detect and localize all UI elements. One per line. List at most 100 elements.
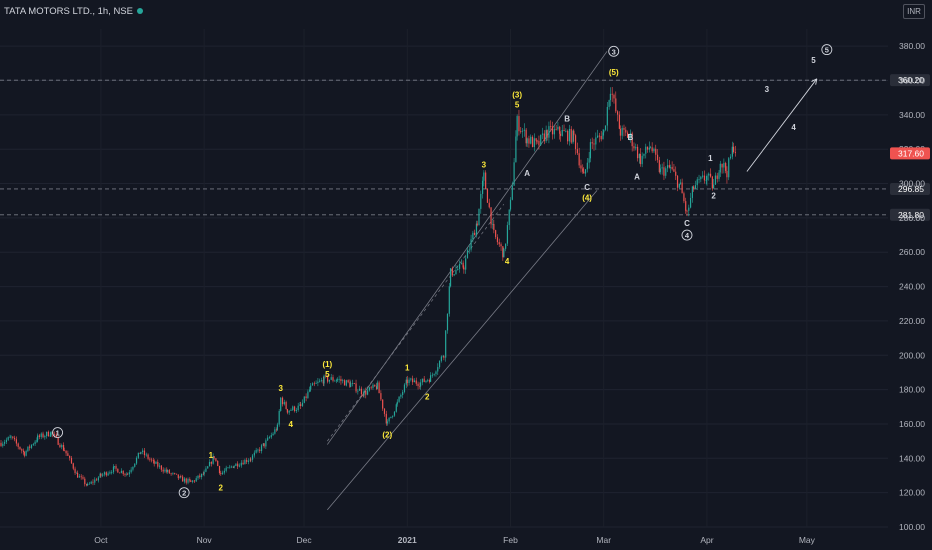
candle-body <box>74 468 76 474</box>
candle-body <box>164 469 166 472</box>
candle-body <box>105 472 107 476</box>
candle-body <box>334 380 336 382</box>
candle-body <box>608 100 610 107</box>
candle-body <box>175 473 178 475</box>
candle-body <box>645 146 647 154</box>
candle-body <box>253 452 255 456</box>
candle-body <box>220 473 222 474</box>
level-tag <box>890 182 930 195</box>
candle-body <box>92 481 94 483</box>
candle-body <box>488 202 490 208</box>
x-tick-label: May <box>799 535 816 545</box>
level-tag-label: 296.85 <box>898 184 924 194</box>
candle-body <box>285 402 287 410</box>
candle-body <box>503 248 505 258</box>
candle-body <box>559 126 561 134</box>
candle-body <box>366 390 369 395</box>
candle-body <box>174 473 176 474</box>
y-tick-label: 380.00 <box>899 41 925 51</box>
candle-body <box>492 224 494 225</box>
candle-body <box>435 371 437 374</box>
candle-body <box>23 451 25 456</box>
candle-body <box>521 130 524 132</box>
level-tag <box>890 208 930 221</box>
candle-body <box>408 379 410 384</box>
candle-body <box>100 473 102 476</box>
candle-body <box>378 382 380 394</box>
candle-body <box>34 441 36 445</box>
candle-body <box>180 476 182 478</box>
candle-body <box>561 129 563 136</box>
candle-body <box>265 440 267 447</box>
candle-body <box>84 478 86 485</box>
candle-body <box>703 175 706 181</box>
candle-body <box>246 459 248 462</box>
currency-button[interactable]: INR <box>903 4 925 19</box>
candle-body <box>233 465 235 468</box>
wave-label: 1 <box>708 154 713 163</box>
candle-body <box>143 450 146 456</box>
candle-body <box>50 431 52 436</box>
candle-body <box>683 193 685 202</box>
candle-body <box>151 459 153 461</box>
candle-body <box>438 360 441 368</box>
candle-body <box>57 436 59 445</box>
wave-label: 4 <box>791 123 796 132</box>
candle-body <box>140 451 142 454</box>
candle-body <box>574 135 577 150</box>
candle-body <box>102 474 104 476</box>
candle-body <box>160 465 162 470</box>
candle-body <box>135 457 138 464</box>
candle-body <box>315 382 317 384</box>
candle-body <box>661 167 663 169</box>
candle-body <box>317 381 319 383</box>
candle-body <box>95 479 98 481</box>
last-price-label: 317.60 <box>898 148 924 158</box>
price-axis[interactable]: 100.00 120.00 140.00 160.00 180.00 200.00 220.… <box>890 41 930 532</box>
candle-body <box>202 473 205 475</box>
candle-body <box>293 406 296 412</box>
candle-body <box>280 397 282 411</box>
last-price-tag <box>890 147 930 160</box>
candle-body <box>310 385 312 390</box>
candle-body <box>421 378 423 383</box>
candle-body <box>598 135 601 137</box>
wave-label: 2 <box>711 192 716 201</box>
candle-body <box>451 268 453 276</box>
candle-body <box>449 268 452 287</box>
wave-label: 5 <box>325 370 330 379</box>
candle-body <box>257 449 259 451</box>
candle-body <box>604 125 607 130</box>
candle-body <box>663 167 665 176</box>
grid-lines <box>0 29 888 528</box>
candle-body <box>262 443 264 446</box>
candle-body <box>303 396 305 403</box>
candle-body <box>681 182 683 194</box>
candle-body <box>719 163 721 173</box>
symbol-text: TATA MOTORS LTD., 1h, NSE <box>4 6 133 17</box>
candle-body <box>201 473 203 478</box>
candle-body <box>597 135 599 138</box>
candle-body <box>686 210 688 212</box>
candle-body <box>513 162 515 186</box>
candle-body <box>177 474 179 479</box>
candle-body <box>455 269 457 275</box>
time-axis[interactable]: Oct Nov Dec 2021 Feb Mar Apr May <box>0 530 932 550</box>
candle-body <box>655 148 657 155</box>
candle-body <box>498 242 500 245</box>
candle-body <box>170 473 172 475</box>
candle-body <box>360 388 363 395</box>
wave-label: 3 <box>765 85 770 94</box>
candle-body <box>448 286 450 314</box>
candle-body <box>12 436 14 438</box>
candle-body <box>322 379 324 384</box>
candle-body <box>718 172 720 179</box>
candle-body <box>21 449 23 451</box>
candle-body <box>536 140 538 142</box>
candle-body <box>297 405 299 411</box>
candle-body <box>728 158 730 178</box>
wave-label: 4 <box>685 231 690 240</box>
candle-body <box>97 477 99 481</box>
candle-body <box>600 135 602 140</box>
